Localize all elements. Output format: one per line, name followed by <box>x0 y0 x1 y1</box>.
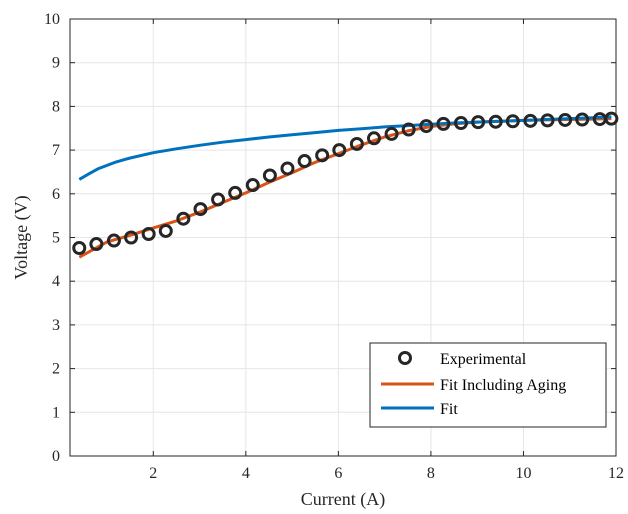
experimental-point <box>176 211 191 226</box>
series-layer <box>72 111 619 259</box>
y-tick-label: 7 <box>52 142 60 159</box>
legend-marker-experimental <box>398 351 412 365</box>
y-tick-label: 9 <box>52 55 60 72</box>
x-tick-label: 4 <box>242 465 250 482</box>
y-tick-label: 6 <box>52 186 60 203</box>
experimental-point <box>297 154 312 169</box>
x-tick-label: 6 <box>334 465 342 482</box>
legend-label-experimental: Experimental <box>440 351 527 368</box>
experimental-point <box>349 136 364 151</box>
experimental-point <box>558 112 573 127</box>
y-tick-label: 5 <box>52 230 60 247</box>
experimental-point <box>540 113 555 128</box>
experimental-point <box>505 114 520 129</box>
experimental-point <box>471 115 486 130</box>
y-tick-label: 8 <box>52 98 60 115</box>
experimental-point <box>193 202 208 217</box>
y-tick-label: 4 <box>52 273 60 290</box>
x-tick-label: 12 <box>608 465 624 482</box>
experimental-point <box>436 116 451 131</box>
x-tick-label: 10 <box>515 465 531 482</box>
experimental-point <box>228 185 243 200</box>
experimental-point <box>523 113 538 128</box>
experimental-point <box>106 233 121 248</box>
experimental-point <box>72 240 87 255</box>
experimental-point <box>453 116 468 131</box>
experimental-point <box>604 111 619 126</box>
y-tick-label: 2 <box>52 361 60 378</box>
experimental-point <box>401 122 416 137</box>
x-tick-label: 2 <box>149 465 157 482</box>
experimental-point <box>384 126 399 141</box>
y-tick-label: 10 <box>44 11 60 28</box>
legend-label-fit-including-aging: Fit Including Aging <box>440 377 566 394</box>
series-line-fit <box>78 115 612 181</box>
experimental-point <box>89 237 104 252</box>
experimental-point <box>332 143 347 158</box>
experimental-point <box>245 178 260 193</box>
experimental-point <box>280 161 295 176</box>
x-axis-label: Current (A) <box>301 489 385 510</box>
experimental-point <box>315 148 330 163</box>
experimental-point <box>141 227 156 242</box>
x-tick-label: 8 <box>427 465 435 482</box>
experimental-point <box>158 223 173 238</box>
legend-label-fit: Fit <box>440 401 458 418</box>
y-axis-label: Voltage (V) <box>11 195 32 279</box>
experimental-point <box>124 230 139 245</box>
experimental-point <box>488 114 503 129</box>
y-tick-label: 1 <box>52 404 60 421</box>
experimental-point <box>262 168 277 183</box>
experimental-point <box>211 192 226 207</box>
y-tick-label: 0 <box>52 448 60 465</box>
experimental-point <box>367 131 382 146</box>
y-tick-label: 3 <box>52 317 60 334</box>
experimental-point <box>575 112 590 127</box>
experimental-point <box>419 119 434 134</box>
legend: Experimental Fit Including Aging Fit <box>369 342 607 428</box>
